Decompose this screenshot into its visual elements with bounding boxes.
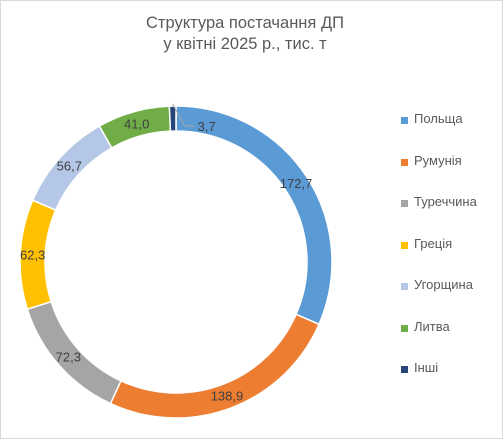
data-label-5: 41,0 [124, 116, 149, 131]
legend-swatch-1 [401, 158, 408, 166]
legend-swatch-0 [401, 117, 408, 124]
legend-label-0: Польща [414, 111, 463, 126]
legend-item-5: Литва [401, 319, 501, 361]
donut-chart: 172,7 138,9 72,3 62,3 56,7 41,0 3,7 [19, 103, 333, 419]
donut-slice-0 [175, 105, 333, 326]
donut-slice-6 [168, 105, 177, 132]
legend-swatch-2 [401, 200, 408, 207]
leader-line-6 [172, 103, 195, 127]
data-label-3: 62,3 [20, 247, 45, 262]
data-label-6: 3,7 [198, 119, 216, 134]
legend-label-1: Румунія [414, 152, 462, 168]
legend-label-3: Греція [414, 235, 453, 251]
chart-title: Структура постачання ДП у квітні 2025 р.… [1, 13, 489, 55]
legend-item-0: Польща [401, 111, 501, 153]
legend-item-6: Інші [401, 360, 501, 402]
legend-label-4: Угорщина [414, 277, 473, 292]
legend-swatch-6 [401, 366, 408, 373]
data-label-4: 56,7 [57, 159, 82, 174]
chart-title-line1: Структура постачання ДП [146, 14, 344, 32]
data-label-2: 72,3 [56, 349, 81, 364]
legend-label-6: Інші [414, 360, 439, 375]
legend-swatch-5 [401, 324, 408, 332]
legend-item-1: Румунія [401, 153, 501, 195]
legend-item-2: Туреччина [401, 194, 501, 236]
data-label-1: 138,9 [211, 389, 244, 404]
chart-legend: Польща Румунія Туреччина Греція Угорщина Литв… [401, 111, 501, 402]
legend-item-3: Греція [401, 236, 501, 278]
data-label-0: 172,7 [280, 176, 313, 191]
legend-item-4: Угорщина [401, 277, 501, 319]
legend-label-2: Туреччина [414, 194, 477, 209]
legend-swatch-3 [401, 241, 408, 249]
chart-title-line2: у квітні 2025 р., тис. т [163, 35, 327, 53]
legend-label-5: Литва [414, 318, 450, 334]
legend-swatch-4 [401, 283, 408, 290]
